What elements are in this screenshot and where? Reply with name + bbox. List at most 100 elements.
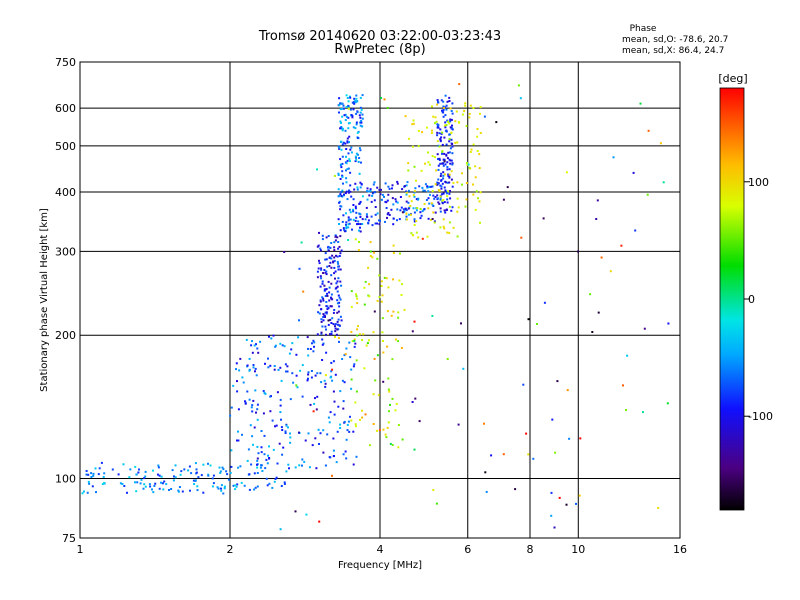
data-point xyxy=(351,101,354,104)
data-point xyxy=(457,121,460,123)
data-point xyxy=(379,219,381,222)
data-point xyxy=(259,466,262,469)
data-point xyxy=(443,107,446,109)
data-point xyxy=(329,376,332,379)
colorbar-tick-label: 0 xyxy=(748,293,755,306)
data-point xyxy=(327,416,330,419)
data-point xyxy=(413,224,416,226)
data-point xyxy=(263,434,266,437)
data-point xyxy=(330,257,333,260)
data-point xyxy=(432,115,435,118)
data-point xyxy=(432,211,435,214)
data-point xyxy=(348,135,351,138)
data-point xyxy=(338,245,341,248)
data-point xyxy=(171,469,174,472)
data-point xyxy=(148,483,151,486)
data-point xyxy=(461,172,463,175)
data-point xyxy=(361,125,364,128)
data-point xyxy=(340,284,343,287)
data-point xyxy=(320,308,323,311)
data-point xyxy=(428,202,431,205)
data-point xyxy=(359,418,361,421)
data-point xyxy=(143,483,146,486)
data-point xyxy=(286,365,289,368)
data-point xyxy=(339,315,342,318)
data-point xyxy=(475,190,478,193)
data-point xyxy=(520,236,523,239)
data-point xyxy=(358,114,361,117)
data-point xyxy=(103,472,106,475)
data-point xyxy=(439,195,442,198)
x-tick-label: 10 xyxy=(571,543,585,556)
data-point xyxy=(384,433,387,436)
data-point xyxy=(328,256,331,259)
data-point xyxy=(288,352,291,355)
data-point xyxy=(334,336,336,338)
data-point xyxy=(506,186,509,189)
data-point xyxy=(243,484,246,487)
data-point xyxy=(352,430,355,433)
data-point xyxy=(295,384,298,387)
data-point xyxy=(352,204,355,206)
data-point xyxy=(415,179,417,182)
data-point xyxy=(326,308,329,311)
data-point xyxy=(348,95,351,98)
data-point xyxy=(91,485,94,488)
data-point xyxy=(536,323,538,325)
data-point xyxy=(435,502,438,505)
data-point xyxy=(413,195,416,198)
data-point xyxy=(343,193,345,196)
x-tick-label: 4 xyxy=(377,543,384,556)
data-point xyxy=(190,472,193,475)
data-point xyxy=(449,126,452,129)
data-point xyxy=(324,464,327,467)
data-point xyxy=(345,225,348,228)
data-point xyxy=(330,330,333,333)
data-point xyxy=(373,357,376,360)
data-point xyxy=(332,311,335,314)
data-point xyxy=(437,201,440,204)
data-point xyxy=(341,107,344,110)
data-point xyxy=(336,328,339,331)
data-point xyxy=(440,185,443,188)
data-point xyxy=(359,96,362,99)
data-point xyxy=(432,194,435,197)
data-point xyxy=(221,466,224,469)
data-point xyxy=(222,492,225,495)
data-point xyxy=(386,199,389,202)
data-point xyxy=(320,277,323,280)
data-point xyxy=(431,155,434,158)
data-point xyxy=(346,159,349,162)
data-point xyxy=(338,223,340,225)
data-point xyxy=(380,198,383,201)
data-point xyxy=(342,141,345,144)
data-point xyxy=(355,121,358,124)
data-point xyxy=(359,149,362,152)
data-point xyxy=(372,183,375,186)
data-point xyxy=(333,400,336,403)
data-point xyxy=(310,370,313,372)
data-point xyxy=(371,224,374,227)
data-point xyxy=(346,198,349,201)
data-point xyxy=(350,151,353,154)
data-point xyxy=(449,107,452,110)
data-point xyxy=(300,241,303,244)
data-point xyxy=(368,194,371,197)
data-point xyxy=(376,212,379,215)
data-point xyxy=(322,429,325,432)
data-point xyxy=(347,216,350,219)
data-point xyxy=(444,94,447,97)
data-point xyxy=(337,218,340,221)
data-point xyxy=(328,299,331,302)
data-point xyxy=(232,384,235,387)
data-point xyxy=(395,200,398,203)
data-point xyxy=(287,463,290,466)
data-point xyxy=(457,423,460,426)
data-point xyxy=(151,488,153,491)
data-point xyxy=(269,364,272,367)
data-point xyxy=(219,471,222,474)
data-point xyxy=(331,368,334,371)
data-point xyxy=(330,266,333,269)
data-point xyxy=(212,474,215,477)
data-point xyxy=(279,411,282,414)
